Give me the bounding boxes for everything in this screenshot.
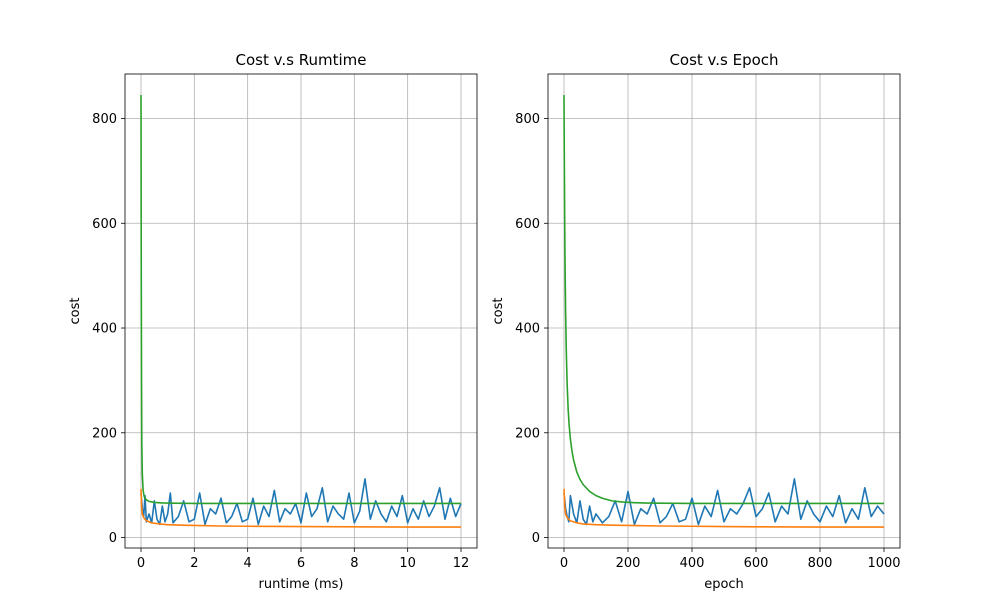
x-ticks: 0 200 400 600 800 1000 (560, 548, 901, 571)
y-axis-label: cost (491, 298, 506, 325)
x-tick-label: 0 (560, 556, 568, 571)
chart-title: Cost v.s Epoch (669, 51, 778, 69)
x-tick-label: 800 (808, 556, 833, 571)
y-tick-label: 800 (515, 112, 540, 127)
y-tick-label: 400 (92, 322, 117, 337)
x-tick-label: 0 (137, 556, 145, 571)
y-tick-label: 0 (532, 531, 540, 546)
x-tick-label: 4 (244, 556, 252, 571)
series-lines (563, 94, 885, 528)
x-tick-label: 8 (350, 556, 358, 571)
x-tick-label: 400 (680, 556, 705, 571)
y-tick-label: 800 (92, 112, 117, 127)
series-line (140, 488, 461, 528)
y-tick-label: 600 (92, 217, 117, 232)
x-axis-label: epoch (704, 577, 744, 592)
y-tick-label: 0 (109, 531, 117, 546)
series-line (563, 94, 884, 505)
series-line (563, 488, 884, 528)
x-tick-label: 2 (190, 556, 198, 571)
y-tick-label: 200 (92, 426, 117, 441)
y-tick-label: 200 (515, 426, 540, 441)
x-axis-label: runtime (ms) (259, 577, 344, 592)
chart-cost-vs-epoch: 0 200 400 600 800 1000 0 200 400 600 800 Cost v.s… (491, 51, 901, 592)
series-line (563, 478, 885, 526)
series-lines (140, 94, 462, 528)
x-tick-label: 1000 (867, 556, 900, 571)
axes-frame (547, 73, 901, 549)
series-line (140, 478, 462, 526)
y-ticks: 0 200 400 600 800 (92, 112, 125, 546)
x-tick-label: 600 (744, 556, 769, 571)
grid (548, 74, 900, 548)
y-ticks: 0 200 400 600 800 (515, 112, 548, 546)
grid (125, 74, 477, 548)
y-tick-label: 600 (515, 217, 540, 232)
x-tick-label: 200 (616, 556, 641, 571)
y-tick-label: 400 (515, 322, 540, 337)
x-tick-label: 12 (453, 556, 470, 571)
x-tick-label: 6 (297, 556, 305, 571)
y-axis-label: cost (68, 298, 83, 325)
chart-title: Cost v.s Rumtime (236, 51, 367, 69)
chart-cost-vs-runtime: 0 2 4 6 8 10 12 0 200 400 600 800 Cost v.s Rumtime… (68, 51, 478, 592)
series-line (140, 94, 461, 505)
x-ticks: 0 2 4 6 8 10 12 (137, 548, 469, 571)
x-tick-label: 10 (399, 556, 416, 571)
